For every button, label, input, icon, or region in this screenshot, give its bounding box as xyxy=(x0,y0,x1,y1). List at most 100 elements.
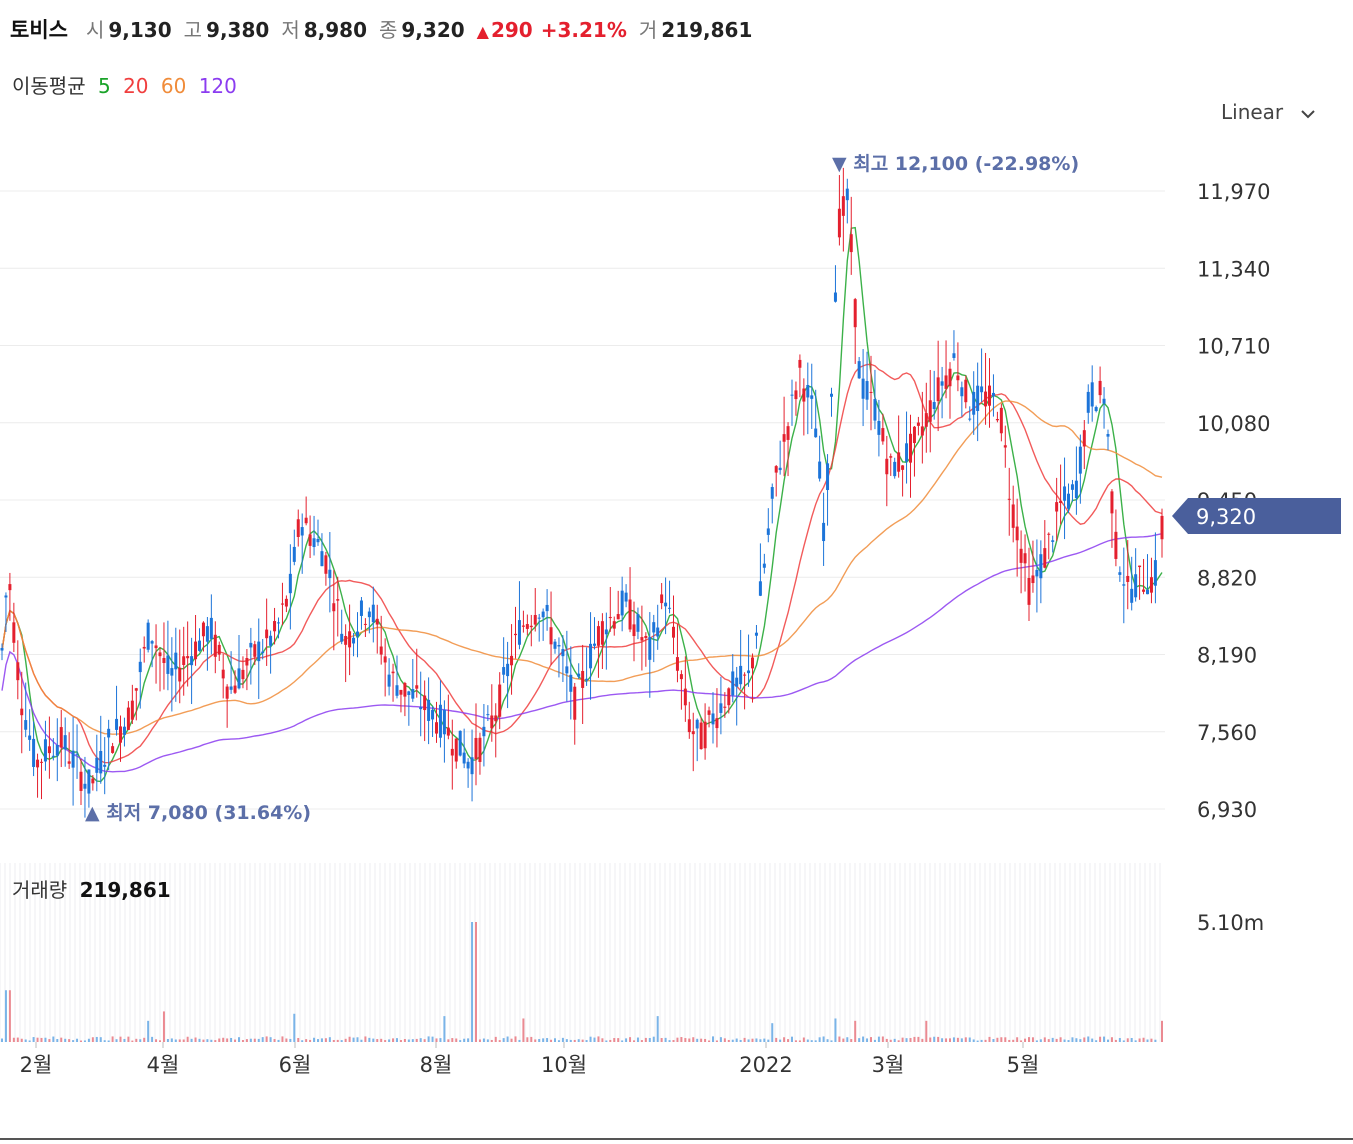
candle-body xyxy=(435,722,438,734)
candle-body xyxy=(277,622,280,624)
candle-body xyxy=(778,467,782,471)
volume-bar xyxy=(960,1038,963,1042)
volume-bar xyxy=(273,1039,276,1042)
candle-body xyxy=(359,600,363,616)
candle-body xyxy=(754,632,758,636)
volume-bar xyxy=(806,1039,809,1042)
volume-bar xyxy=(1099,1036,1102,1042)
candle-body xyxy=(893,461,897,477)
volume-bar xyxy=(411,1039,414,1042)
volume-bar xyxy=(285,1038,288,1042)
ma-20-toggle[interactable]: 20 xyxy=(123,74,149,98)
candle-body xyxy=(1110,491,1114,514)
volume-bar xyxy=(143,1037,146,1042)
volume-bar xyxy=(431,1036,434,1042)
volume-bar xyxy=(988,1036,991,1042)
candle-body xyxy=(664,602,668,607)
volume-bar xyxy=(779,1039,782,1042)
volume-bar xyxy=(854,1020,857,1042)
volume-bar xyxy=(423,1039,426,1042)
volume-bar xyxy=(95,1036,98,1042)
volume-bar xyxy=(1012,1039,1015,1042)
volume-bar xyxy=(1047,1039,1050,1042)
volume-bar xyxy=(139,1039,142,1042)
low-label: 저 xyxy=(281,18,300,42)
candle-body xyxy=(1047,533,1051,535)
candle-body xyxy=(988,385,991,406)
candle-body xyxy=(43,739,47,762)
volume-bar xyxy=(976,1040,979,1042)
ma-60-toggle[interactable]: 60 xyxy=(160,74,187,98)
candle-body xyxy=(103,764,107,767)
candle-body xyxy=(916,422,920,426)
scale-select[interactable]: Linear xyxy=(1221,100,1316,124)
candle-body xyxy=(561,649,565,657)
volume-bar xyxy=(1134,1040,1137,1042)
volume-bar xyxy=(320,1038,323,1042)
volume-bar xyxy=(514,1036,517,1042)
candle-body xyxy=(344,636,348,645)
volume-bar xyxy=(301,1040,304,1042)
volume-bar xyxy=(419,1038,422,1042)
volume-bar xyxy=(557,1040,560,1042)
volume-bar xyxy=(305,1039,308,1042)
volume-bar xyxy=(660,1038,663,1042)
ma-5-toggle[interactable]: 5 xyxy=(97,74,111,98)
candle-body xyxy=(1130,588,1134,603)
candle-body xyxy=(672,626,675,638)
candle-body xyxy=(999,407,1003,434)
volume-bar xyxy=(336,1039,339,1042)
volume-bar xyxy=(155,1039,158,1042)
volume-bar xyxy=(80,1040,82,1042)
volume-bar xyxy=(743,1037,746,1042)
volume-value: 219,861 xyxy=(661,18,753,42)
volume-bar xyxy=(609,1039,612,1042)
candle-body xyxy=(352,637,356,644)
candle-body xyxy=(628,599,632,630)
candle-body xyxy=(95,757,99,773)
candle-body xyxy=(1027,577,1031,605)
volume-bar xyxy=(633,1040,635,1042)
volume-bar xyxy=(652,1036,655,1042)
ma-60-line xyxy=(1,400,1163,735)
candle-body xyxy=(257,641,261,662)
volume-bar xyxy=(581,1039,584,1042)
volume-bar xyxy=(190,1038,193,1042)
volume-bar xyxy=(1146,1039,1149,1042)
candle-body xyxy=(269,635,273,646)
volume-bar xyxy=(858,1038,861,1042)
ma-120-toggle[interactable]: 120 xyxy=(198,74,237,98)
volume-bar xyxy=(332,1039,335,1042)
volume-bar xyxy=(980,1039,983,1042)
volume-bar xyxy=(340,1040,343,1042)
candle-body xyxy=(383,656,387,663)
candle-body xyxy=(67,761,71,764)
candle-body xyxy=(857,361,861,379)
y-tick-label: 10,710 xyxy=(1197,335,1270,359)
volume-bar xyxy=(111,1036,114,1042)
candle-body xyxy=(403,683,407,697)
candle-body xyxy=(616,614,620,620)
volume-bar xyxy=(210,1039,213,1042)
volume-bar xyxy=(182,1039,185,1042)
volume-bars: 5.10m xyxy=(1,911,1264,1042)
candle-body xyxy=(1055,502,1059,512)
candle-body xyxy=(1122,584,1126,586)
candle-body xyxy=(130,700,134,720)
y-tick-label: 11,970 xyxy=(1197,180,1270,204)
candle-body xyxy=(470,757,474,775)
candle-body xyxy=(758,581,762,596)
candle-body xyxy=(865,381,869,400)
volume-bar xyxy=(396,1038,398,1042)
volume-bar xyxy=(625,1038,628,1042)
volume-bar xyxy=(676,1037,679,1042)
volume-bar xyxy=(862,1036,865,1042)
candle-body xyxy=(691,731,695,735)
candle-body xyxy=(241,669,245,680)
volume-bar xyxy=(1039,1039,1042,1042)
candle-body xyxy=(557,645,561,647)
candle-body xyxy=(869,391,873,393)
candle-body xyxy=(36,759,40,768)
candle-body xyxy=(150,641,154,644)
